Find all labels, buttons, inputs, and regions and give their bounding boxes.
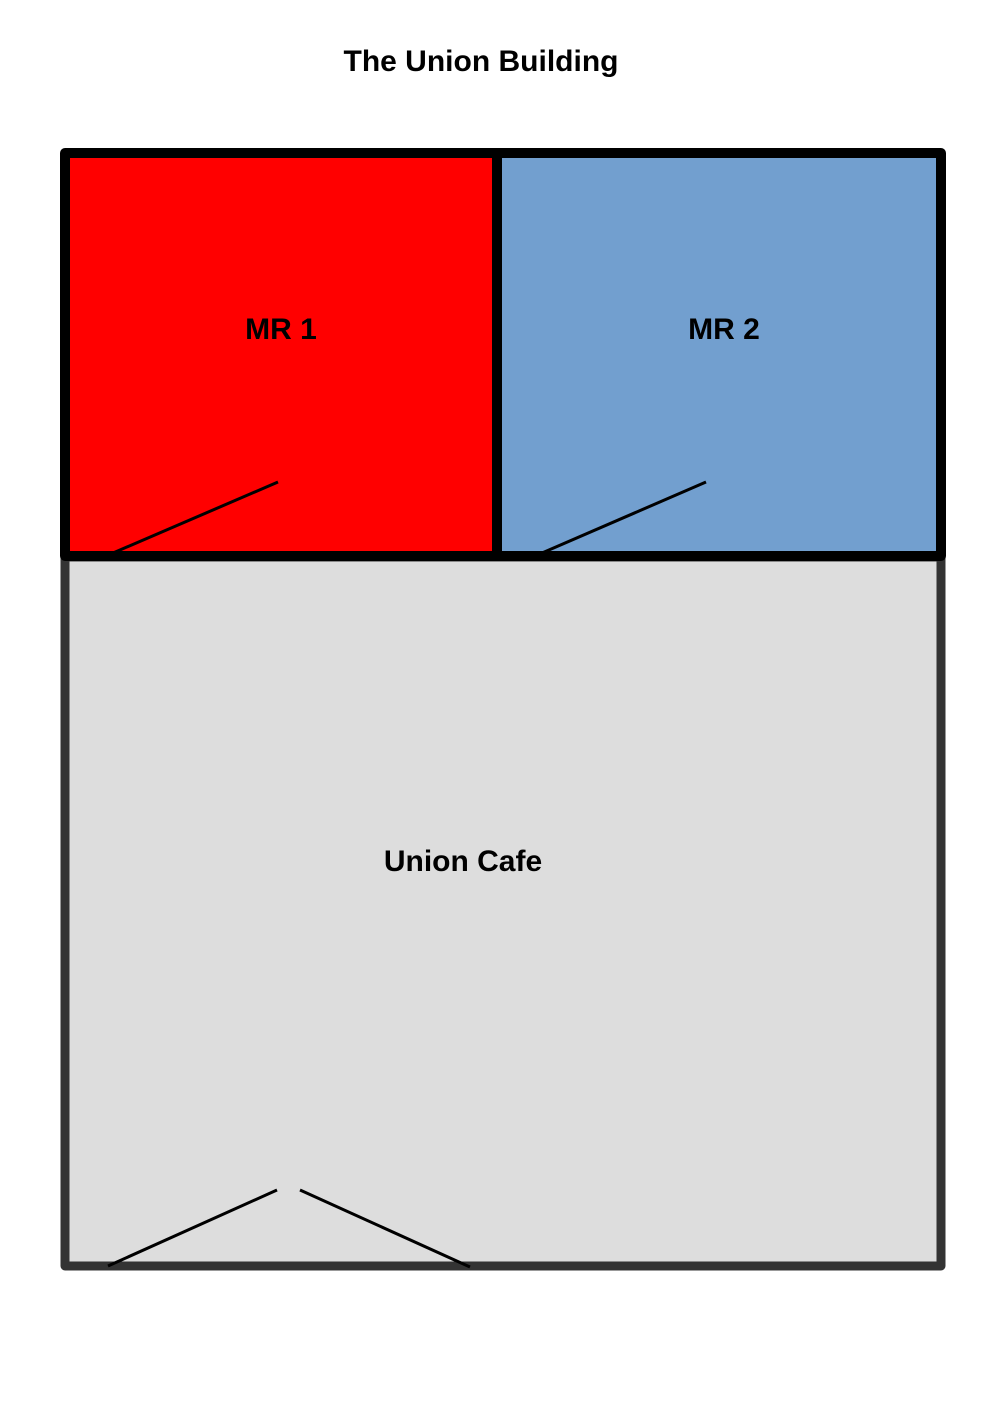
mr1-door [112, 480, 279, 555]
mr2-floor [492, 148, 946, 561]
cafe-door-right [299, 1188, 471, 1269]
room-union-cafe[interactable]: Union Cafe [60, 552, 946, 1271]
union-cafe-floor [60, 552, 946, 1271]
room-mr1[interactable]: MR 1 [60, 148, 502, 561]
mr2-label: MR 2 [688, 313, 760, 346]
page-title: The Union Building [343, 45, 619, 78]
mr2-door [541, 480, 707, 555]
mr1-floor [60, 148, 502, 561]
mr1-label: MR 1 [245, 313, 317, 346]
room-mr2[interactable]: MR 2 [492, 148, 946, 561]
union-cafe-label: Union Cafe [384, 845, 542, 878]
cafe-door-left [107, 1188, 278, 1268]
